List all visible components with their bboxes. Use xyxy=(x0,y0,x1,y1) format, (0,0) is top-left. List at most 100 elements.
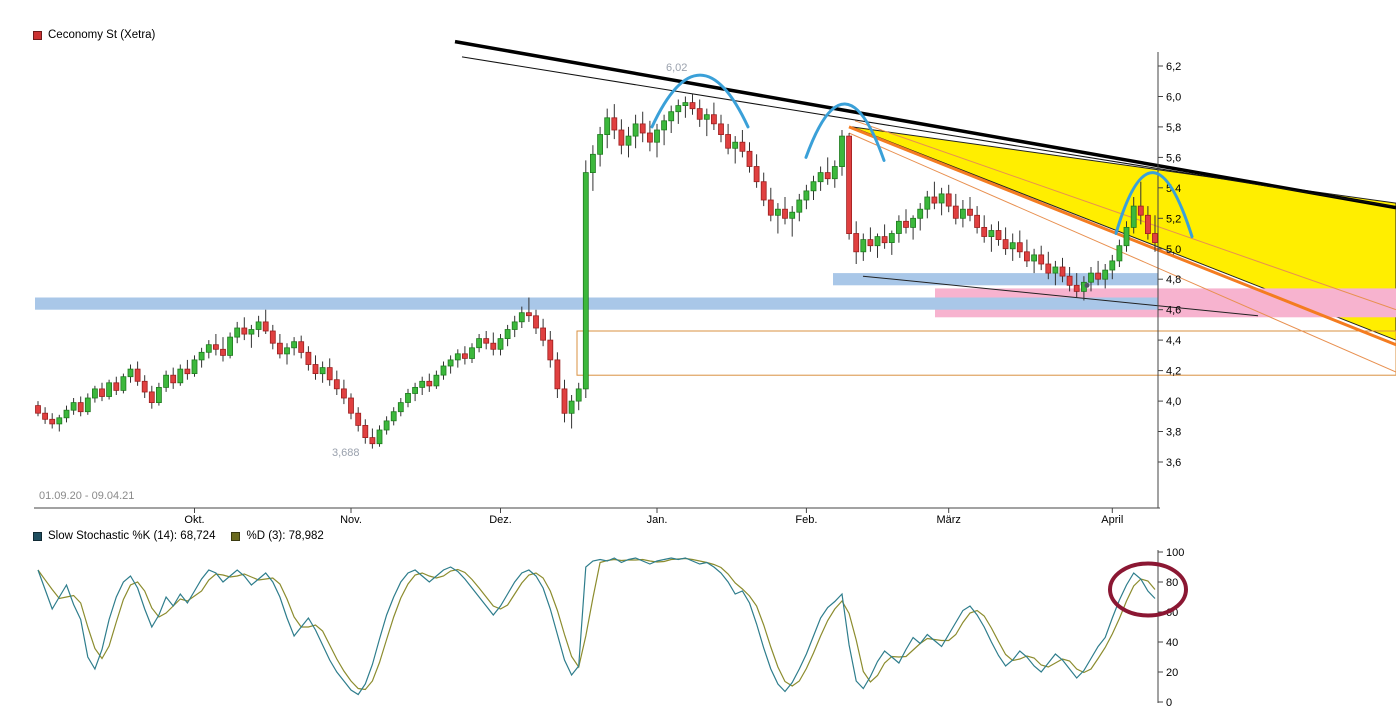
candle-body xyxy=(874,236,881,247)
candle-body xyxy=(611,117,618,131)
candle-body xyxy=(326,367,333,381)
candle-body xyxy=(84,397,91,413)
candle-body xyxy=(362,424,369,438)
candle-body xyxy=(1009,242,1016,250)
candle-body xyxy=(924,196,931,210)
candle-body xyxy=(212,344,219,350)
candle-body xyxy=(590,153,596,174)
candle-body xyxy=(718,123,724,136)
candle-body xyxy=(312,364,319,375)
candle-body xyxy=(540,327,546,341)
candle-body xyxy=(298,341,305,353)
candle-body xyxy=(1088,272,1094,283)
y-tick-label: 5,8 xyxy=(1166,122,1181,134)
candle-body xyxy=(333,379,340,390)
candle-body xyxy=(995,230,1002,241)
candle-body xyxy=(198,351,205,361)
hand-drawn-arc xyxy=(804,102,886,162)
candle-body xyxy=(1052,266,1059,274)
candle-body xyxy=(775,208,781,216)
support-band-blue-feb xyxy=(833,273,1158,286)
candle-body xyxy=(824,172,831,180)
candle-body xyxy=(348,397,354,414)
hand-drawn-arc xyxy=(1114,171,1194,239)
trendline-resistance-thick xyxy=(454,39,1396,210)
candle-body xyxy=(291,341,298,349)
candle-body xyxy=(504,329,511,340)
candle-body xyxy=(511,321,518,330)
candle-body xyxy=(1002,239,1009,250)
candle-body xyxy=(397,402,404,413)
candle-body xyxy=(1109,260,1116,271)
main-series-swatch xyxy=(33,30,42,40)
candle-body xyxy=(604,117,611,136)
month-label: Okt. xyxy=(184,514,204,526)
candle-body xyxy=(1102,269,1109,280)
stoch-y-tick-label: 80 xyxy=(1166,577,1178,589)
candle-body xyxy=(1137,205,1144,216)
candle-body xyxy=(654,129,660,143)
candle-body xyxy=(903,220,909,228)
candle-body xyxy=(952,205,959,219)
candle-body xyxy=(803,190,810,201)
candle-body xyxy=(163,374,170,388)
candle-body xyxy=(383,420,390,431)
candle-body xyxy=(639,123,646,134)
candle-body xyxy=(547,339,554,361)
trendline-resistance-thin xyxy=(461,56,1393,207)
candle-body xyxy=(35,405,41,414)
month-label: Dez. xyxy=(489,514,512,526)
candle-body xyxy=(1016,242,1023,253)
candle-body xyxy=(127,368,134,378)
candle-body xyxy=(917,208,924,219)
candle-body xyxy=(205,344,212,353)
candle-body xyxy=(461,353,468,359)
candle-body xyxy=(518,312,525,323)
candle-body xyxy=(120,376,127,391)
y-tick-label: 4,2 xyxy=(1166,366,1181,378)
orange-trendline-thick xyxy=(848,125,1396,347)
candle-body xyxy=(241,327,248,335)
candle-body xyxy=(668,111,675,122)
y-tick-label: 5,6 xyxy=(1166,152,1181,164)
candle-body xyxy=(789,211,796,219)
candle-body xyxy=(141,380,148,393)
candle-body xyxy=(575,388,582,402)
y-tick-label: 3,6 xyxy=(1166,457,1181,469)
candle-body xyxy=(134,368,141,382)
y-tick-label: 4,4 xyxy=(1166,335,1181,347)
candle-body xyxy=(561,388,568,414)
candle-body xyxy=(725,134,731,149)
candle-body xyxy=(369,437,376,445)
candle-body xyxy=(106,382,112,397)
candle-body xyxy=(77,402,84,413)
candle-body xyxy=(433,374,440,387)
candle-body xyxy=(248,329,255,335)
candle-body xyxy=(739,141,746,152)
candle-body xyxy=(92,388,98,399)
candle-body xyxy=(782,208,788,219)
main-series-label: Ceconomy St (Xetra) xyxy=(48,29,156,41)
highlight-ellipse xyxy=(1108,561,1188,618)
candle-body xyxy=(490,342,497,350)
candle-body xyxy=(1123,226,1130,247)
month-label: März xyxy=(936,514,960,526)
candle-body xyxy=(732,141,739,149)
y-tick-label: 5,0 xyxy=(1166,244,1181,256)
candle-body xyxy=(1031,254,1037,262)
candle-body xyxy=(796,199,803,213)
candle-body xyxy=(1145,214,1151,235)
candle-body xyxy=(319,367,326,375)
low-annotation: 3,688 xyxy=(332,447,360,459)
candle-body xyxy=(184,368,191,375)
candle-body xyxy=(269,330,276,344)
main-chart-legend: Ceconomy St (Xetra) xyxy=(33,29,155,41)
candle-body xyxy=(625,135,632,146)
candle-body xyxy=(682,102,689,106)
candle-body xyxy=(469,347,475,359)
candle-body xyxy=(689,102,696,110)
stoch-k-legend-item: Slow Stochastic %K (14): 68,724 xyxy=(33,530,215,542)
stoch-k-swatch xyxy=(33,531,42,541)
